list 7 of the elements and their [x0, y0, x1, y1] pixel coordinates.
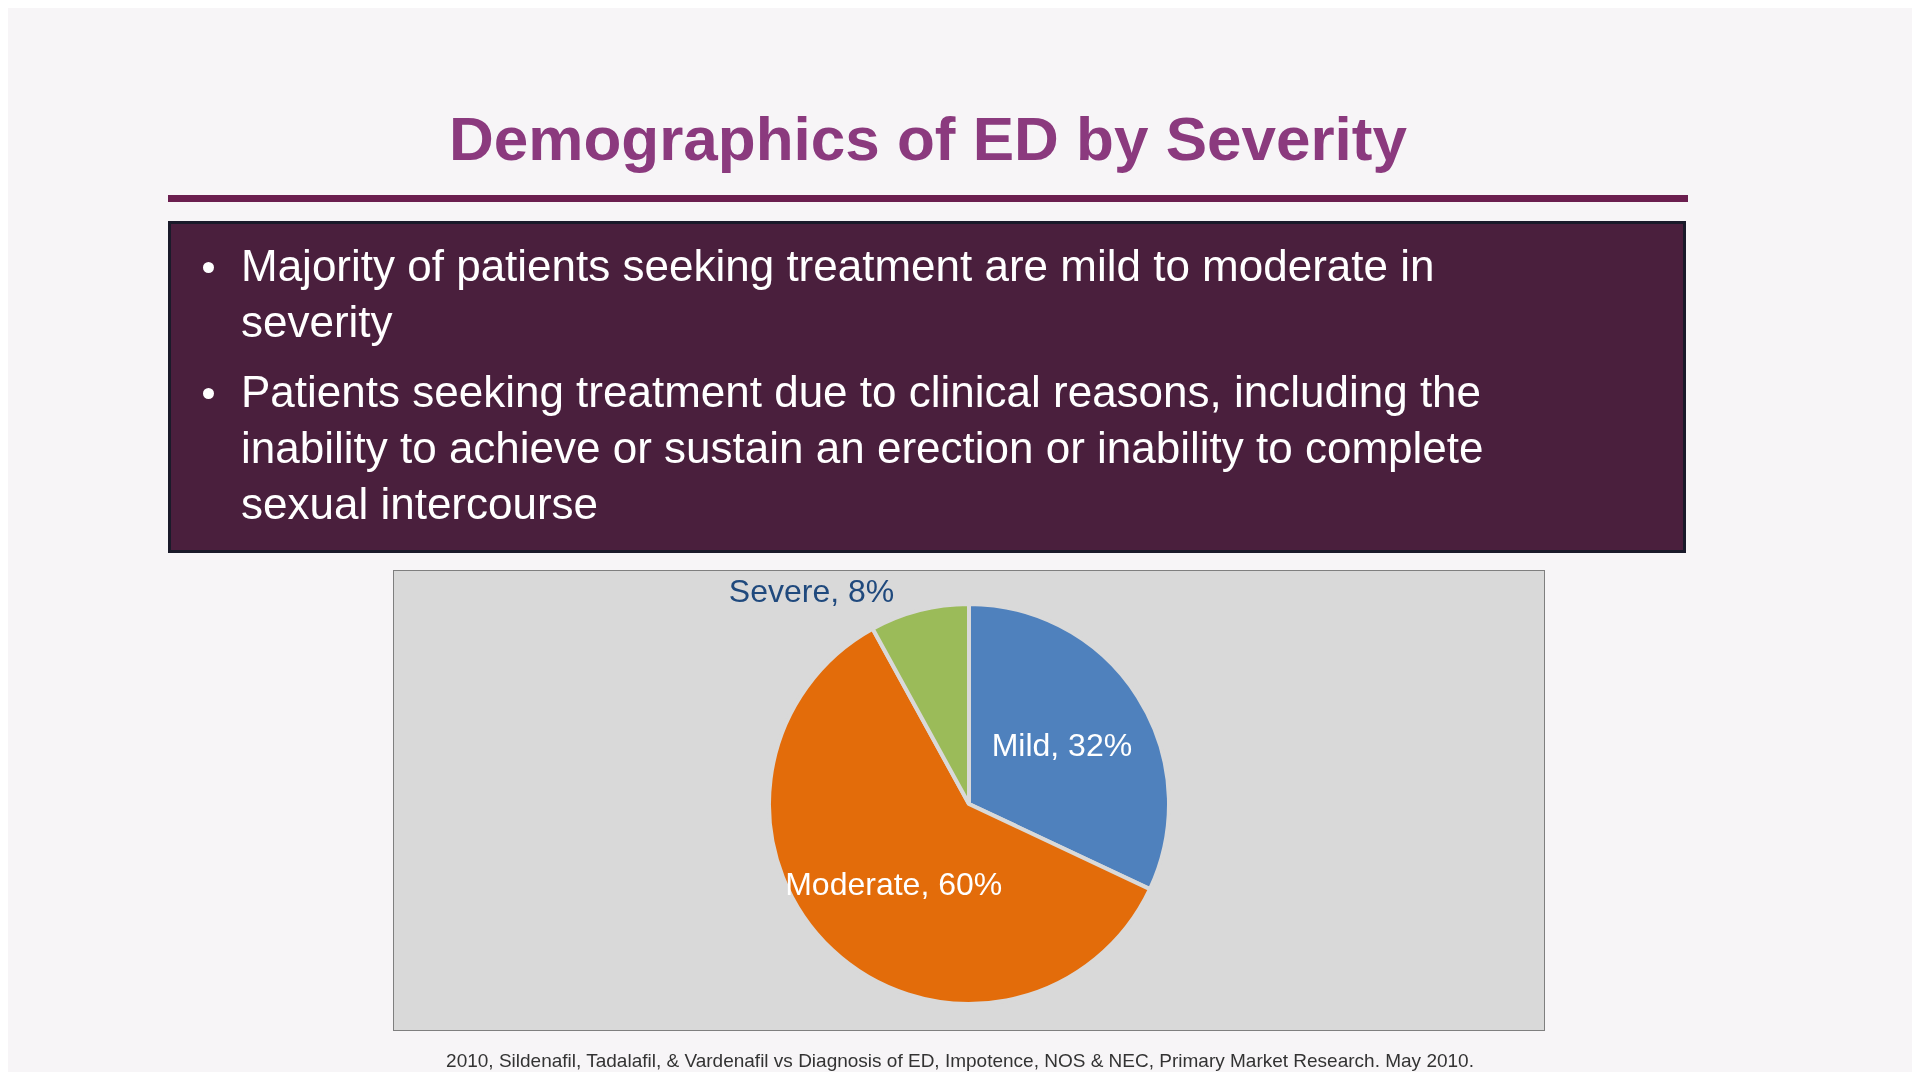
- text: Majority of patients seeking treatment are mild to moderate in severity: [241, 241, 1435, 346]
- slice-label: Mild, 32%: [991, 727, 1133, 764]
- slice-label: Severe, 8%: [728, 572, 895, 609]
- text: 2010, Sildenafil, Tadalafil, & Vardenafil vs Diagnosis of ED, Impotence, NOS & NEC, Primary Market Research. May 2010.: [445, 1050, 1475, 1072]
- slice-label: Moderate, 60%: [785, 866, 1003, 903]
- text: Patients seeking treatment due to clinical reasons, including the inability to achieve or sustain an erection or inability to complete sexual intercourse: [241, 367, 1484, 528]
- chart-title: Demographics of ED by Severity: [448, 103, 1408, 174]
